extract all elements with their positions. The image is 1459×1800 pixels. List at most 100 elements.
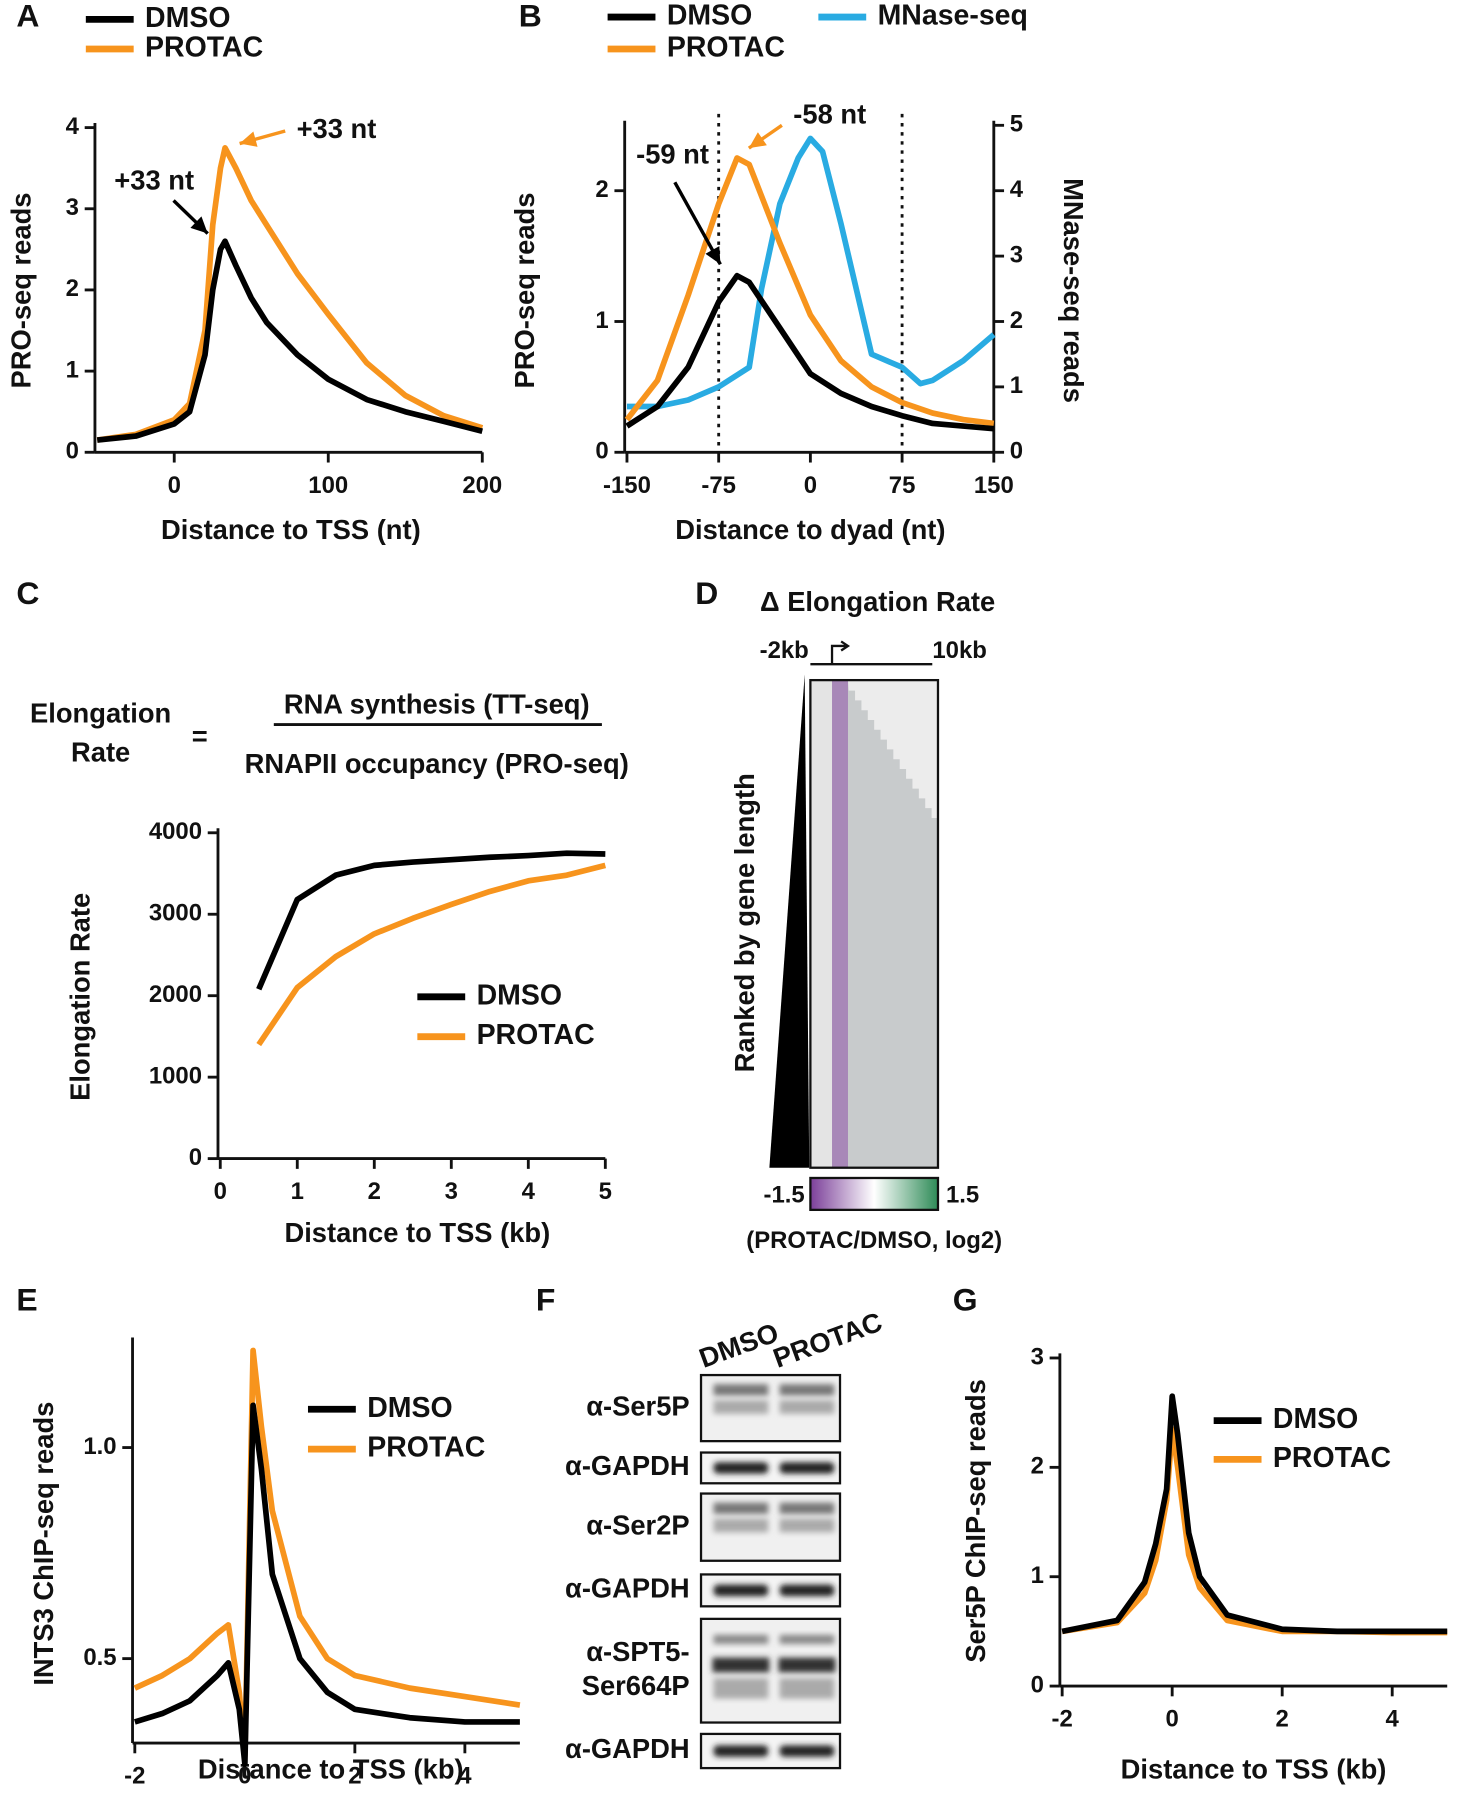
blot-band — [712, 1657, 770, 1673]
formula-numerator: RNA synthesis (TT-seq) — [284, 689, 590, 720]
x-axis-label: Distance to TSS (kb) — [1121, 1754, 1387, 1785]
x-axis-label: Distance to TSS (kb) — [284, 1217, 550, 1248]
x-axis-label: Distance to TSS (kb) — [198, 1754, 464, 1785]
blot-label: α-Ser2P — [586, 1509, 689, 1540]
x-tick-label: 4 — [522, 1178, 536, 1205]
formula-denominator: RNAPII occupancy (PRO-seq) — [245, 748, 629, 779]
series-line — [1061, 1393, 1448, 1635]
blot-band — [713, 1745, 769, 1757]
legend-label: PROTAC — [477, 1019, 595, 1051]
arrow-head — [190, 216, 208, 234]
x-axis-label: Distance to dyad (nt) — [675, 514, 945, 545]
y2-tick-label: 4 — [1010, 176, 1024, 203]
x-axis-label: Distance to TSS (nt) — [161, 514, 421, 545]
y-axis-label: INTS3 ChIP-seq reads — [28, 1402, 59, 1686]
legend-label: DMSO — [145, 2, 230, 34]
blot-label: α-GAPDH — [565, 1573, 690, 1604]
x-tick-label: 1 — [291, 1178, 304, 1205]
annotation: -59 nt — [636, 138, 709, 169]
panel-letter: F — [536, 1282, 555, 1318]
y-tick-label: 1 — [1031, 1562, 1044, 1589]
y-tick-label: 3 — [66, 194, 79, 221]
panel-letter: B — [519, 0, 542, 34]
blot-smear — [779, 1518, 835, 1533]
x-tick-label: 100 — [308, 472, 348, 499]
blot-smear — [713, 1400, 769, 1414]
blot-band — [778, 1657, 836, 1673]
formula-lhs: Rate — [71, 736, 130, 767]
legend-label: DMSO — [1273, 1403, 1358, 1435]
y-tick-label: 1.0 — [83, 1433, 116, 1460]
series-line — [625, 272, 995, 432]
legend-label: DMSO — [477, 979, 562, 1011]
blot-band — [779, 1584, 835, 1597]
series-line — [256, 850, 606, 991]
tss-arrow — [830, 640, 851, 665]
heatmap-title: Δ Elongation Rate — [760, 586, 995, 617]
blot-smear — [713, 1502, 769, 1515]
formula-lhs: Elongation — [30, 698, 171, 729]
panel-letter: D — [695, 575, 718, 611]
series-line — [626, 135, 996, 410]
blot-smear — [713, 1518, 769, 1533]
annotation: +33 nt — [297, 113, 377, 144]
blot-smear — [779, 1400, 835, 1414]
heatmap-strip — [832, 680, 848, 1168]
x-tick-label: -75 — [701, 472, 736, 499]
heatmap-frame — [809, 678, 940, 1169]
y-tick-label: 2 — [595, 176, 608, 203]
blot-label: α-SPT5- — [586, 1636, 689, 1667]
x-tick-label: 0 — [168, 472, 181, 499]
blot-label: α-GAPDH — [565, 1733, 690, 1764]
lane-label: PROTAC — [769, 1306, 886, 1374]
y-tick-label: 2000 — [149, 981, 202, 1008]
series-line — [624, 155, 995, 427]
blot-band — [713, 1462, 769, 1474]
y-tick-label: 2 — [1031, 1453, 1044, 1480]
x-tick-label: 2 — [348, 1763, 361, 1790]
y-tick-label: 1 — [595, 307, 608, 334]
y-tick-label: 0 — [189, 1144, 202, 1171]
colorbar — [809, 1176, 940, 1212]
x-tick-label: 2 — [368, 1178, 381, 1205]
panel-letter: C — [16, 575, 39, 611]
blot-smear — [779, 1634, 835, 1644]
x-tick-label: 2 — [1276, 1706, 1289, 1733]
series-line — [256, 862, 607, 1047]
track-label: -2kb — [760, 637, 809, 664]
blot-smear — [779, 1678, 835, 1699]
blot-band — [779, 1462, 835, 1474]
y-tick-label: 1000 — [149, 1062, 202, 1089]
colorbar-max: 1.5 — [946, 1182, 979, 1209]
legend-label: PROTAC — [667, 32, 785, 64]
legend-label: DMSO — [667, 0, 752, 32]
blot-label: α-Ser5P — [586, 1390, 689, 1421]
x-tick-label: -2 — [1052, 1706, 1073, 1733]
y2-axis-label: MNase-seq reads — [1058, 178, 1089, 403]
y-axis-label: PRO-seq reads — [5, 193, 36, 389]
blot-smear — [713, 1678, 769, 1699]
blot-smear — [713, 1634, 769, 1644]
colorbar-label: (PROTAC/DMSO, log2) — [746, 1227, 1002, 1254]
x-tick-label: -150 — [603, 472, 651, 499]
panel-letter: E — [16, 1282, 37, 1318]
arrow-head — [748, 132, 767, 149]
heatmap-ylabel: Ranked by gene length — [729, 773, 760, 1072]
legend-label: MNase-seq — [878, 0, 1028, 32]
colorbar-min: -1.5 — [763, 1182, 804, 1209]
y-tick-label: 0 — [1031, 1671, 1044, 1698]
panel-letter: A — [16, 0, 39, 34]
y-axis-label: Elongation Rate — [65, 893, 96, 1101]
x-tick-label: 4 — [458, 1763, 472, 1790]
y2-tick-label: 3 — [1010, 241, 1023, 268]
series-line — [133, 1402, 520, 1767]
x-tick-label: 75 — [889, 472, 916, 499]
arrow-head — [705, 246, 721, 265]
annotation: +33 nt — [114, 164, 194, 195]
blot-band — [779, 1745, 835, 1757]
x-tick-label: 3 — [445, 1178, 458, 1205]
blot-smear — [713, 1384, 769, 1396]
legend-label: DMSO — [367, 1392, 452, 1424]
x-tick-label: 200 — [462, 472, 502, 499]
series-line — [133, 1347, 521, 1759]
